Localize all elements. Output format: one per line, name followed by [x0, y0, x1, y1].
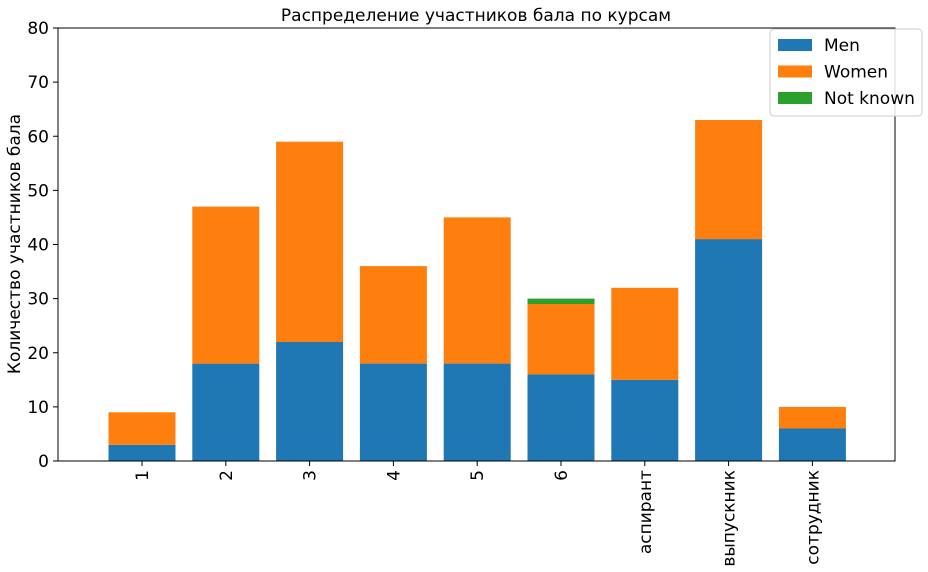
bar-men-6 — [527, 374, 595, 461]
y-tick-label: 0 — [38, 452, 49, 472]
bar-men-9 — [778, 428, 846, 461]
chart-title: Распределение участников бала по курсам — [281, 6, 671, 26]
x-tick-label: выпускник — [720, 470, 740, 567]
y-tick-label: 50 — [27, 181, 49, 201]
y-tick-label: 30 — [27, 290, 49, 310]
bar-women-9 — [778, 406, 846, 429]
y-tick-label: 20 — [27, 344, 49, 364]
bar-men-2 — [192, 363, 260, 461]
legend-swatch-not-known — [778, 92, 812, 104]
bar-women-2 — [192, 206, 260, 364]
bar-women-5 — [443, 217, 511, 364]
legend-swatch-women — [778, 65, 812, 78]
bar-women-3 — [276, 141, 344, 342]
y-tick-label: 80 — [27, 19, 49, 39]
legend-label: Not known — [824, 89, 915, 109]
y-tick-label: 60 — [27, 127, 49, 147]
bar-men-3 — [276, 341, 344, 461]
bar-men-4 — [359, 363, 427, 461]
x-tick-label: 5 — [468, 470, 488, 481]
bars-group — [108, 120, 846, 461]
x-axis-ticks: 1 2 3 4 5 6 аспирант выпускник сотрудник — [133, 461, 823, 567]
legend-swatch-men — [778, 39, 812, 51]
legend-label: Men — [824, 36, 860, 56]
legend-label: Women — [824, 63, 888, 83]
bar-men-7 — [611, 379, 679, 461]
bar-women-1 — [108, 412, 176, 445]
bar-women-4 — [359, 266, 427, 364]
bar-men-8 — [695, 239, 763, 461]
x-tick-label: 1 — [133, 470, 153, 481]
bar-women-7 — [611, 287, 679, 380]
bar-not-known-6 — [527, 298, 595, 304]
x-tick-label: 6 — [552, 470, 572, 481]
y-axis-ticks: 0 10 20 30 40 50 60 70 80 — [27, 19, 58, 472]
y-tick-label: 10 — [27, 398, 49, 418]
y-axis-label: Количество участников бала — [5, 114, 25, 374]
x-tick-label: 4 — [384, 470, 404, 481]
bar-women-6 — [527, 304, 595, 375]
x-tick-label: сотрудник — [803, 470, 823, 565]
x-tick-label: аспирант — [636, 470, 656, 554]
y-tick-label: 40 — [27, 236, 49, 256]
bar-women-8 — [695, 120, 763, 240]
x-tick-label: 2 — [217, 470, 237, 481]
bar-men-1 — [108, 444, 176, 461]
y-tick-label: 70 — [27, 73, 49, 93]
x-tick-label: 3 — [301, 470, 321, 481]
bar-men-5 — [443, 363, 511, 461]
legend: Men Women Not known — [769, 28, 923, 117]
